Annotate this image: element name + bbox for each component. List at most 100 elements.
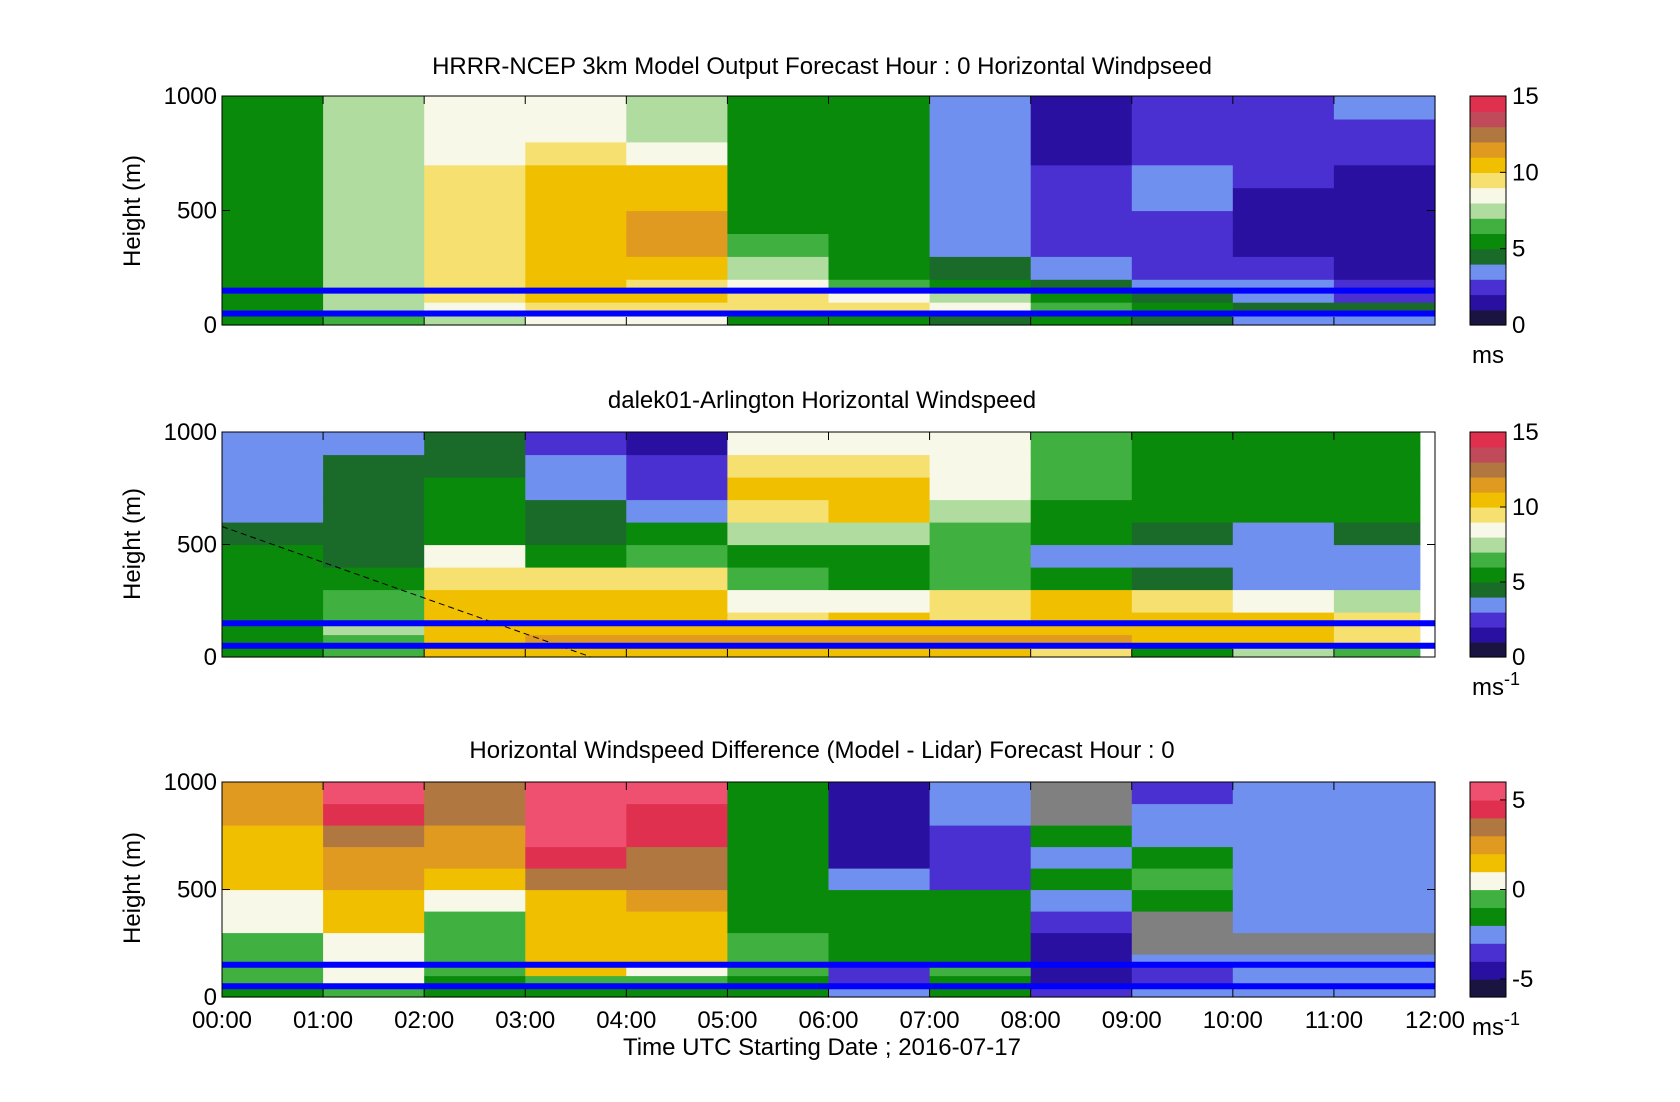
heatmap-cell <box>727 96 830 120</box>
colorbar-segment <box>1470 522 1506 538</box>
heatmap-cell <box>626 522 728 546</box>
colorbar-tick-label: 5 <box>1512 236 1525 263</box>
heatmap-cell <box>1131 954 1234 966</box>
heatmap-cell <box>828 589 931 613</box>
heatmap-cell <box>828 544 931 568</box>
heatmap-cell <box>222 589 324 613</box>
colorbar-unit-label: ms-1 <box>1472 1009 1520 1041</box>
heatmap-cell <box>1131 454 1234 478</box>
heatmap-cell <box>828 782 931 805</box>
heatmap-cell <box>1030 803 1133 826</box>
y-tick-label: 1000 <box>164 769 217 796</box>
heatmap-cell <box>929 634 1032 647</box>
heatmap-cell <box>222 612 324 624</box>
heatmap-cell <box>1030 454 1133 478</box>
heatmap-cell <box>323 432 425 456</box>
heatmap-cell <box>1232 932 1335 955</box>
heatmap-cell <box>424 96 526 120</box>
heatmap-cell <box>1030 164 1133 189</box>
heatmap-cell <box>1232 256 1335 280</box>
heatmap-cell <box>222 623 324 636</box>
heatmap-cell <box>323 567 425 591</box>
heatmap-cell <box>323 210 425 234</box>
heatmap-cell <box>222 911 324 934</box>
heatmap-cell <box>1333 954 1436 966</box>
heatmap-cell <box>828 313 931 326</box>
heatmap-cell <box>929 846 1032 869</box>
heatmap-cell <box>323 986 425 998</box>
x-tick-label: 02:00 <box>394 1007 454 1034</box>
colorbar-segment <box>1470 961 1506 980</box>
heatmap-cell <box>626 210 728 234</box>
colorbar-segment <box>1470 141 1506 158</box>
heatmap-cell <box>222 187 324 212</box>
heatmap-cell <box>929 522 1032 546</box>
heatmap-cell <box>1232 118 1335 143</box>
heatmap-cell <box>525 567 627 591</box>
heatmap-cell <box>626 432 728 456</box>
x-tick-label: 09:00 <box>1102 1007 1162 1034</box>
heatmap-cell <box>727 932 830 955</box>
heatmap-cell <box>727 986 830 998</box>
heatmap-cell <box>1333 499 1421 523</box>
heatmap-cell <box>828 825 931 848</box>
heatmap-cell <box>424 623 526 636</box>
heatmap-cell <box>1232 522 1335 546</box>
heatmap-cell <box>1131 96 1234 120</box>
heatmap-cell <box>525 782 627 805</box>
heatmap-cell <box>929 825 1032 848</box>
heatmap-cell <box>222 141 324 166</box>
heatmap-cell <box>323 96 425 120</box>
panel-lidar-windspeed: dalek01-Arlington Horizontal Windspeed H… <box>119 387 1539 701</box>
heatmap-cell <box>1232 164 1335 189</box>
heatmap-cell <box>1030 96 1133 120</box>
heatmap-cell <box>222 522 324 546</box>
heatmap-cell <box>1333 544 1421 568</box>
heatmap-cell <box>323 164 425 189</box>
heatmap-cell <box>1131 432 1234 456</box>
heatmap-cell <box>1030 499 1133 523</box>
heatmap-cell <box>727 522 830 546</box>
heatmap-cell <box>323 233 425 257</box>
heatmap-cell <box>626 612 728 624</box>
heatmap-cell <box>1232 96 1335 120</box>
heatmap-cell <box>929 499 1032 523</box>
heatmap-cell <box>222 313 324 326</box>
heatmap-cell <box>727 634 830 647</box>
heatmap-cell <box>424 954 526 966</box>
heatmap-cell <box>727 313 830 326</box>
colorbar-tick-label: 15 <box>1512 83 1539 110</box>
heatmap-cell <box>1333 645 1421 658</box>
colorbar-segment <box>1470 567 1506 583</box>
heatmap-cell <box>727 233 830 257</box>
heatmap-cell <box>626 911 728 934</box>
heatmap-cell <box>1131 210 1234 234</box>
heatmap-cell <box>525 612 627 624</box>
heatmap-cell <box>929 141 1032 166</box>
heatmap-cell <box>424 233 526 257</box>
heatmap-cell <box>1333 612 1421 624</box>
heatmap-cell <box>626 499 728 523</box>
heatmap-cell <box>323 141 425 166</box>
heatmap-cell <box>222 986 324 998</box>
heatmap-cell <box>323 499 425 523</box>
x-tick-label: 05:00 <box>697 1007 757 1034</box>
colorbar-segment <box>1470 309 1506 326</box>
heatmap-cell <box>727 499 830 523</box>
heatmap-cell <box>828 975 931 987</box>
heatmap-cell <box>222 477 324 501</box>
heatmap-cell <box>424 187 526 212</box>
heatmap-cell <box>1333 187 1436 212</box>
heatmap-cell <box>1131 782 1234 805</box>
heatmap-cell <box>222 932 324 955</box>
heatmap-cell <box>323 846 425 869</box>
heatmap-cell <box>727 846 830 869</box>
heatmap-cell <box>1333 313 1436 326</box>
heatmap-cell <box>1333 803 1436 826</box>
heatmap-cell <box>323 782 425 805</box>
heatmap-cell <box>525 975 627 987</box>
heatmap-cell <box>424 645 526 658</box>
heatmap-cell <box>727 889 830 912</box>
heatmap-cell <box>222 975 324 987</box>
heatmap-cell <box>626 623 728 636</box>
